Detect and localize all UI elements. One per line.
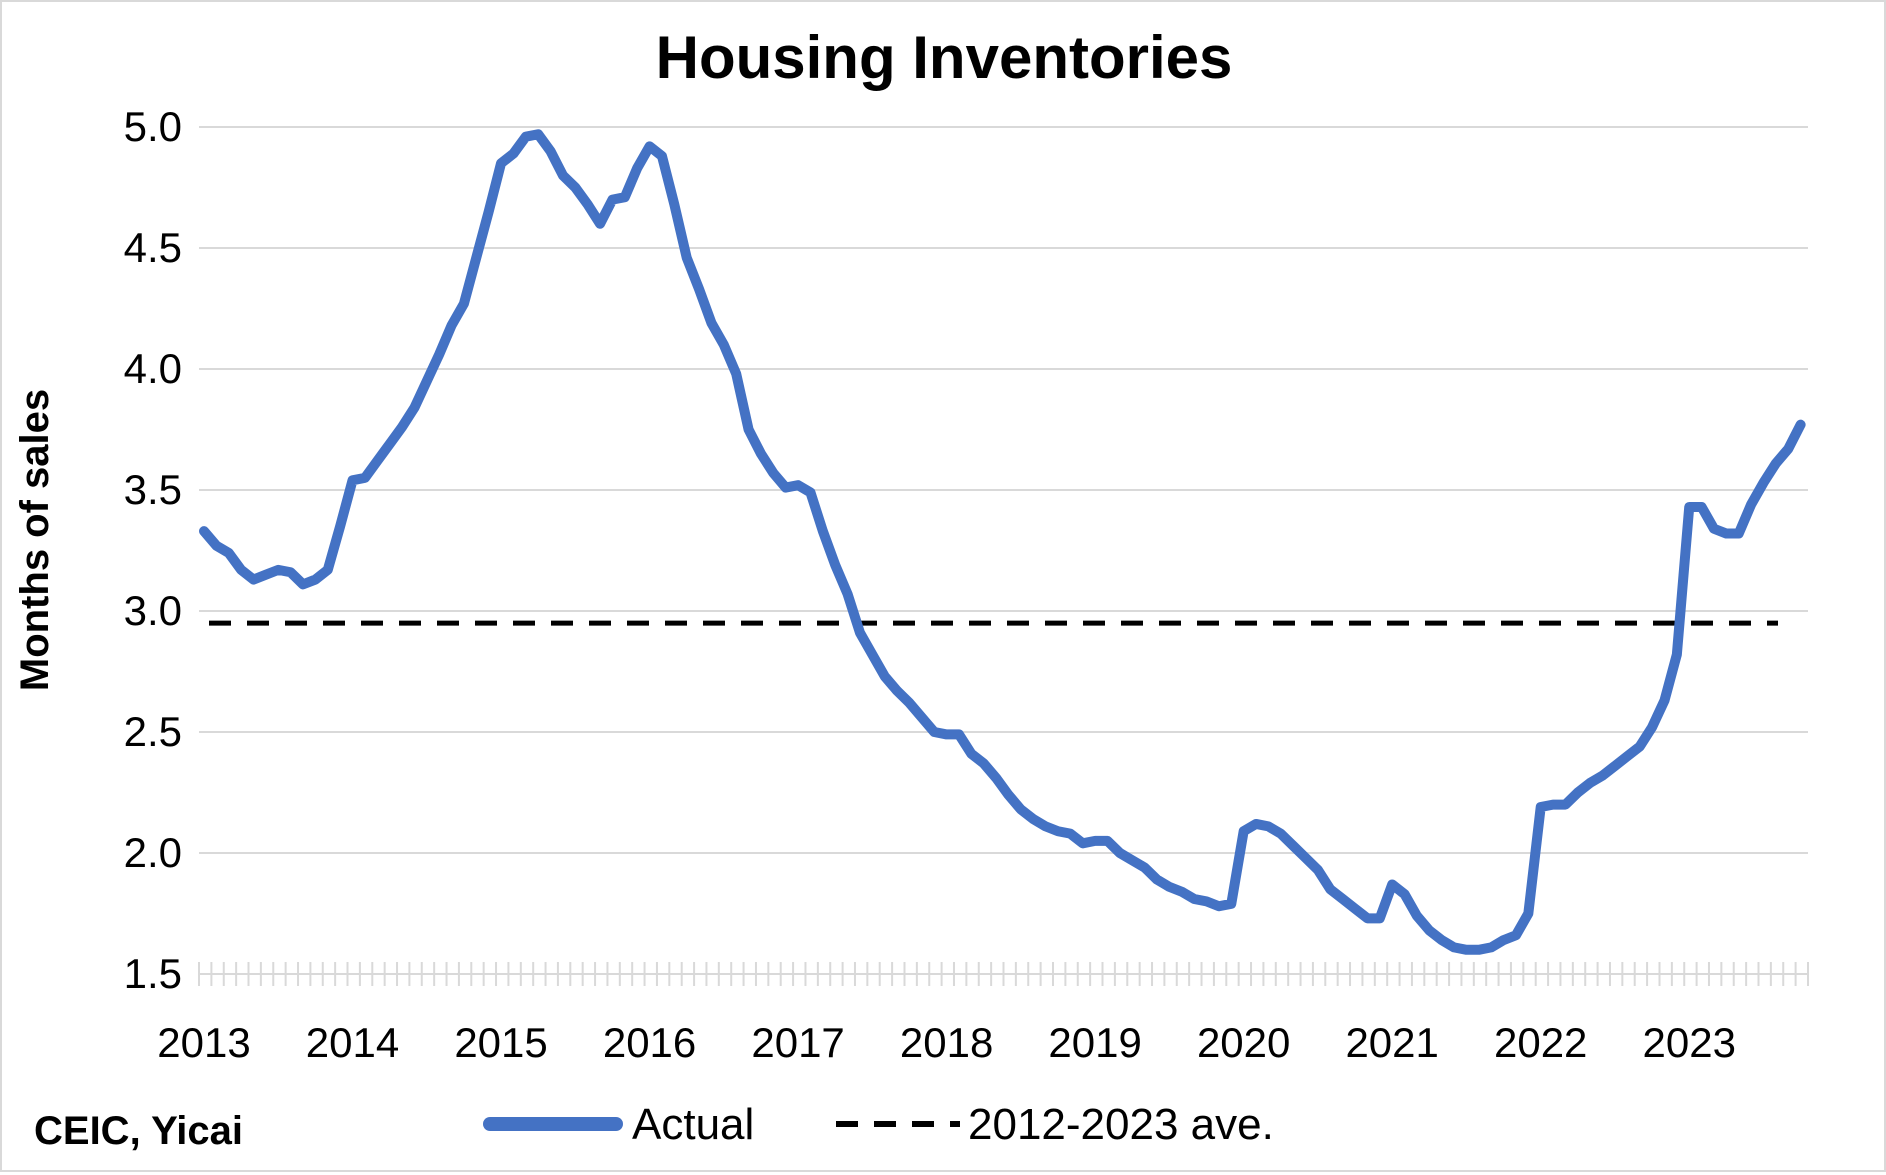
y-tick-label: 1.5 [124, 950, 182, 997]
x-tick-label: 2018 [900, 1019, 993, 1066]
y-tick-label: 4.0 [124, 345, 182, 392]
legend-label-average: 2012-2023 ave. [968, 1100, 1274, 1149]
x-tick-label: 2020 [1197, 1019, 1290, 1066]
legend-label-actual: Actual [632, 1100, 754, 1149]
y-tick-label: 4.5 [124, 224, 182, 271]
series-line-actual [199, 129, 1806, 955]
x-tick-label: 2017 [751, 1019, 844, 1066]
x-axis-ticks: 2013 2014 2015 2016 2017 2018 2019 2020 2021 2022… [157, 1019, 1736, 1066]
x-tick-label: 2015 [454, 1019, 547, 1066]
gridlines [199, 126, 1808, 854]
x-tick-label: 2016 [603, 1019, 696, 1066]
chart-title: Housing Inventories [656, 24, 1233, 91]
y-tick-label: 3.5 [124, 466, 182, 513]
y-tick-label: 3.0 [124, 587, 182, 634]
x-tick-label: 2021 [1345, 1019, 1438, 1066]
series-layer [199, 129, 1806, 955]
y-axis-ticks: 5.0 4.5 4.0 3.5 3.0 2.5 2.0 1.5 [124, 103, 182, 997]
x-axis-minor-ticks [198, 962, 1809, 986]
source-label: CEIC, Yicai [34, 1109, 243, 1153]
x-axis [198, 962, 1809, 986]
y-tick-label: 5.0 [124, 103, 182, 150]
x-tick-label: 2023 [1643, 1019, 1736, 1066]
y-axis-label: Months of sales [13, 389, 57, 691]
y-tick-label: 2.0 [124, 829, 182, 876]
x-tick-label: 2019 [1048, 1019, 1141, 1066]
x-tick-label: 2014 [306, 1019, 399, 1066]
x-tick-label: 2013 [157, 1019, 250, 1066]
legend: Actual 2012-2023 ave. [483, 1100, 1274, 1149]
x-tick-label: 2022 [1494, 1019, 1587, 1066]
y-tick-label: 2.5 [124, 708, 182, 755]
